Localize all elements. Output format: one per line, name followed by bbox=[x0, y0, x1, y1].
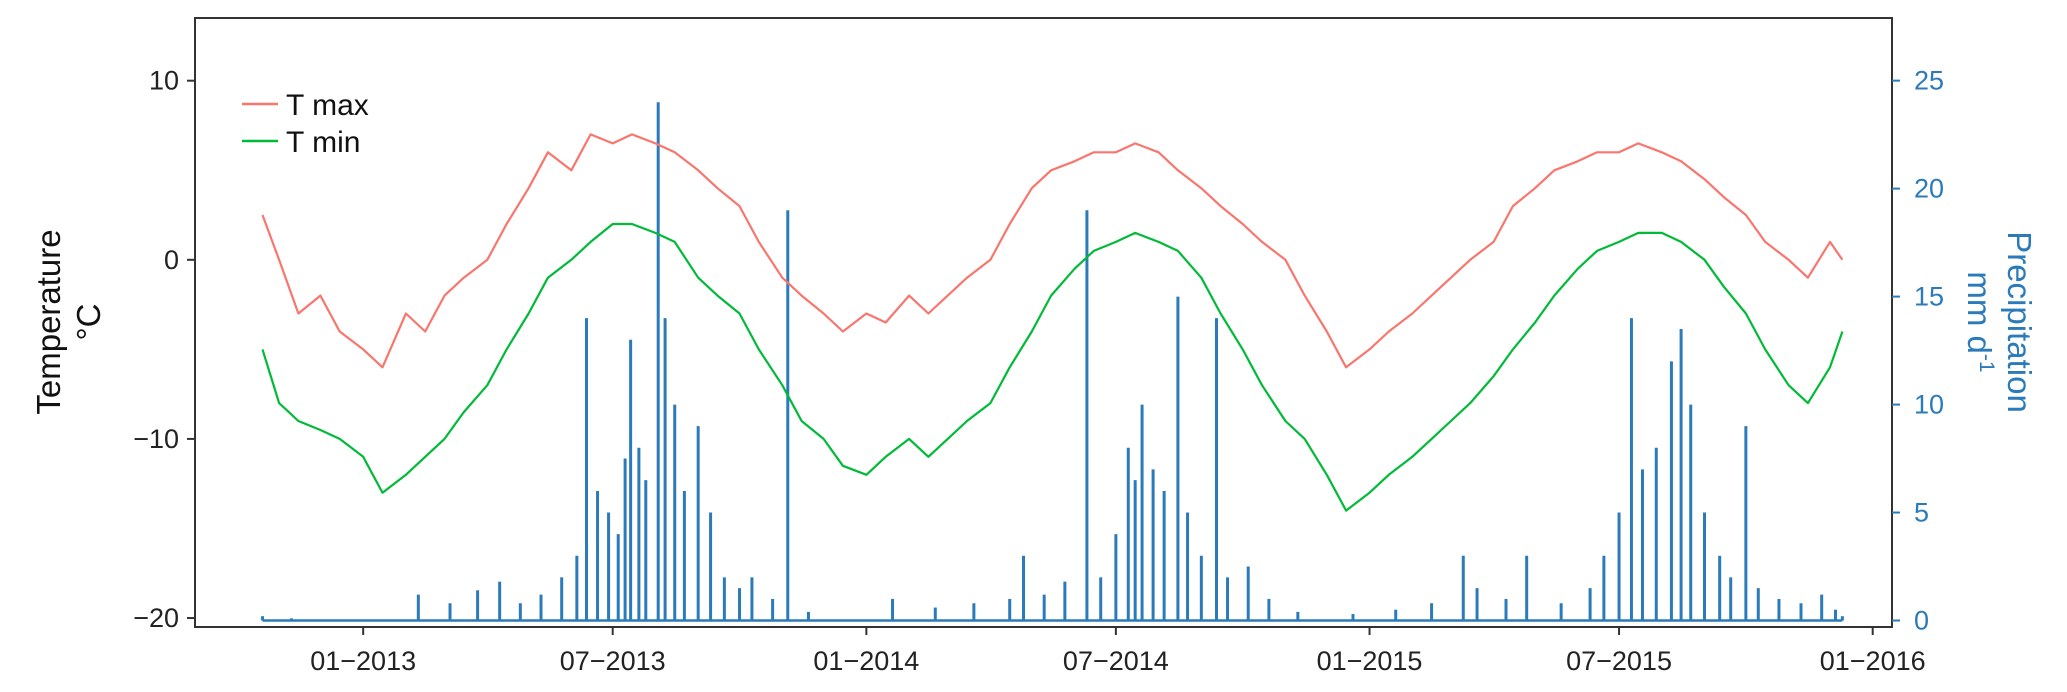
x-axis-tick-label: 01−2015 bbox=[1317, 646, 1423, 676]
x-axis-tick-label: 01−2016 bbox=[1820, 646, 1926, 676]
x-axis-tick-label: 07−2015 bbox=[1566, 646, 1672, 676]
left-axis-title: Temperature °C bbox=[30, 229, 107, 414]
right-axis-tick-label: 0 bbox=[1914, 606, 1929, 636]
t-max-line bbox=[261, 133, 1844, 369]
plot-panel-border bbox=[194, 17, 1893, 628]
left-y-axis: −20 −10 0 10 bbox=[133, 66, 195, 633]
right-axis-title-line2: mm d-1 bbox=[1961, 271, 1998, 372]
legend-label-t-max: T max bbox=[286, 89, 369, 122]
t-max-series bbox=[261, 133, 1844, 369]
right-axis-unit-exponent: -1 bbox=[1975, 354, 1998, 373]
left-axis-tick-label: −20 bbox=[133, 603, 179, 633]
x-axis-tick-label: 07−2014 bbox=[1063, 646, 1169, 676]
left-axis-tick-label: 10 bbox=[149, 66, 179, 96]
legend-label-t-min: T min bbox=[286, 126, 360, 159]
right-y-axis: 0 5 10 15 20 25 bbox=[1892, 66, 1944, 636]
left-axis-title-line2: °C bbox=[70, 303, 107, 340]
right-axis-title: Precipitation mm d-1 bbox=[1961, 231, 2038, 413]
t-min-line bbox=[261, 222, 1844, 512]
left-axis-tick-label: 0 bbox=[164, 245, 179, 275]
precipitation-series bbox=[261, 102, 1844, 622]
right-axis-tick-label: 20 bbox=[1914, 174, 1944, 204]
right-axis-tick-label: 25 bbox=[1914, 66, 1944, 96]
x-axis: 01−2013 07−2013 01−2014 07−2014 01−2015 07−20… bbox=[310, 627, 1926, 676]
right-axis-tick-label: 5 bbox=[1914, 498, 1929, 528]
right-axis-title-line1: Precipitation bbox=[2001, 231, 2038, 413]
legend: T max T min bbox=[242, 89, 369, 159]
right-axis-unit: mm d bbox=[1961, 271, 1998, 354]
x-axis-tick-label: 01−2014 bbox=[813, 646, 919, 676]
left-axis-title-line1: Temperature bbox=[30, 229, 67, 414]
x-axis-tick-label: 01−2013 bbox=[310, 646, 416, 676]
x-axis-tick-label: 07−2013 bbox=[560, 646, 666, 676]
left-axis-tick-label: −10 bbox=[133, 424, 179, 454]
right-axis-tick-label: 15 bbox=[1914, 282, 1944, 312]
right-axis-tick-label: 10 bbox=[1914, 390, 1944, 420]
t-min-series bbox=[261, 222, 1844, 512]
